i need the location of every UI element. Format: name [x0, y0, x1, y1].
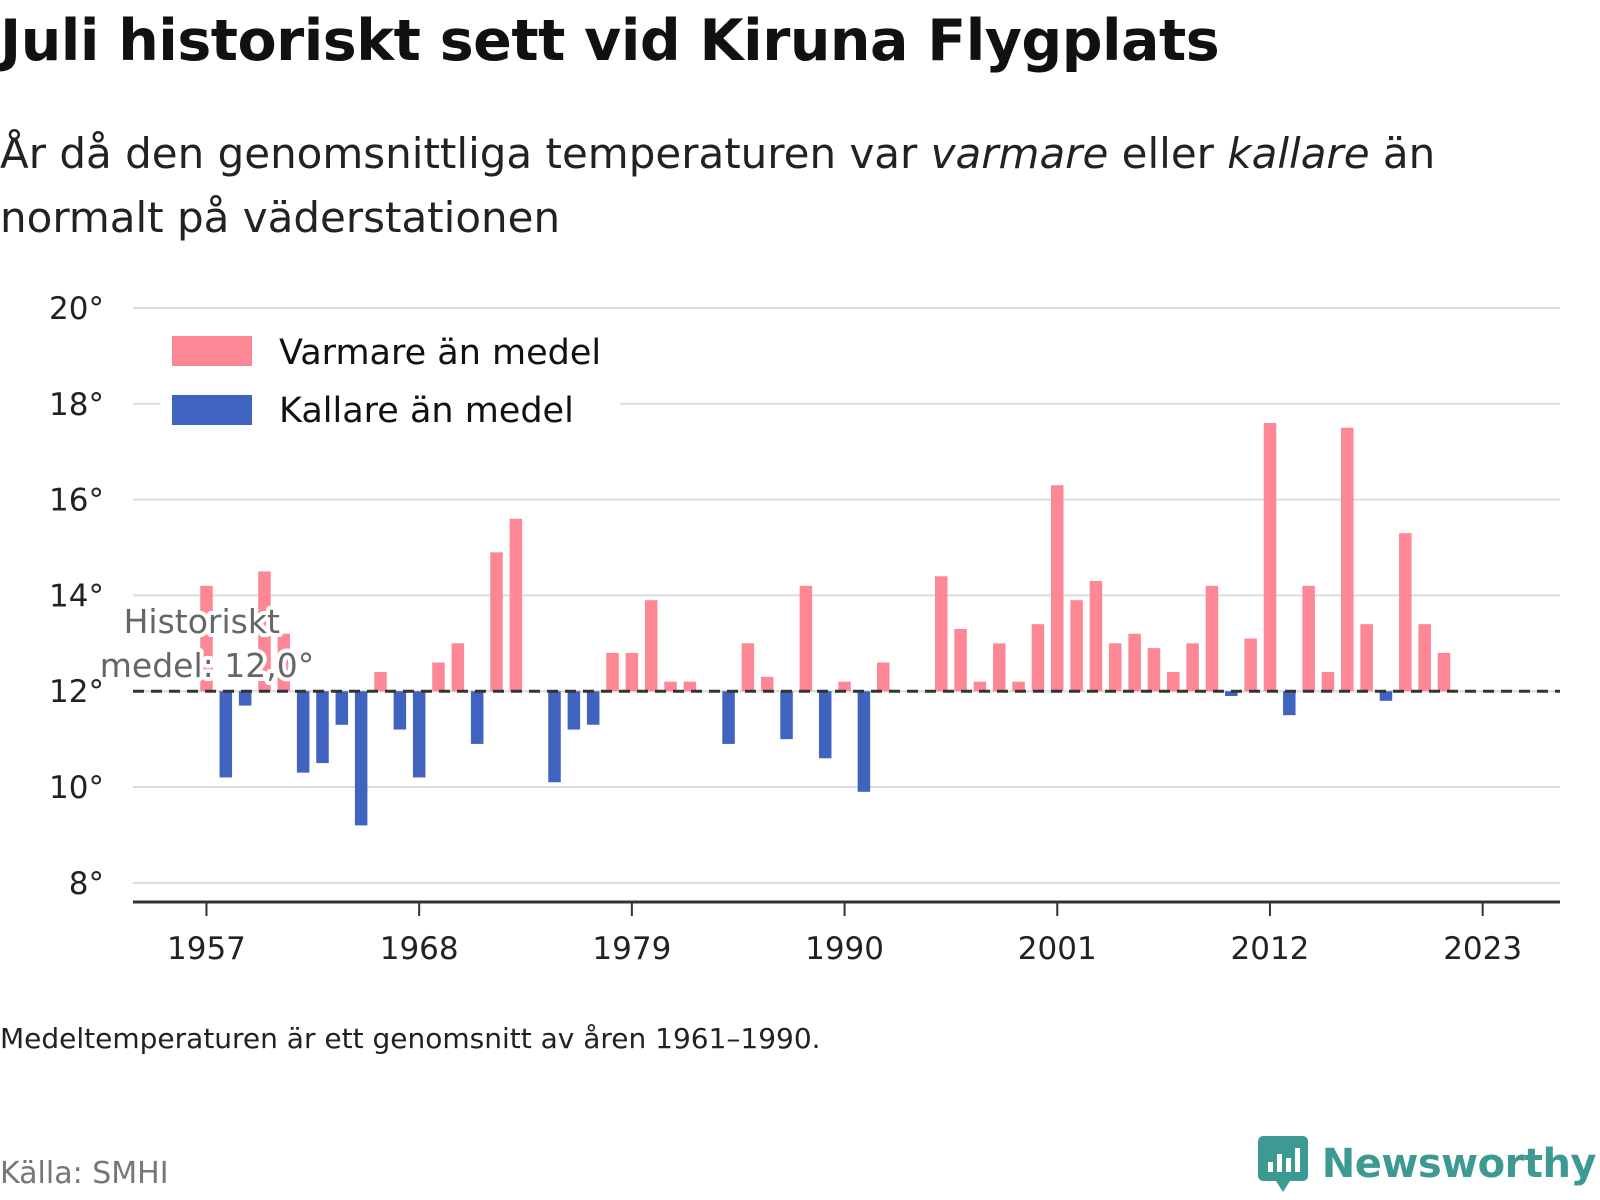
y-tick-label: 10° — [49, 770, 104, 806]
bar-1975 — [548, 691, 561, 783]
bar-1978 — [606, 652, 619, 692]
bar-1995 — [934, 576, 948, 692]
historical-average-label-line-2: medel: 12,0° — [100, 646, 314, 685]
y-tick-label: 8° — [69, 866, 104, 902]
bar-1988 — [799, 585, 813, 692]
bar-1976 — [567, 691, 581, 730]
x-tick-label: 2012 — [1231, 931, 1310, 967]
bar-1977 — [586, 691, 600, 725]
legend-swatch-warm — [172, 336, 252, 366]
bar-1996 — [954, 628, 967, 692]
bar-2010 — [1225, 691, 1238, 697]
bar-2003 — [1089, 581, 1103, 692]
subtitle-text-middle: eller — [1108, 129, 1228, 178]
bar-1985 — [741, 643, 755, 692]
x-tick-label: 2023 — [1443, 931, 1522, 967]
subtitle-text-after: än normalt på väderstationen — [0, 129, 1436, 242]
legend-label-warm: Varmare än medel — [279, 333, 601, 373]
bar-1966 — [374, 672, 387, 692]
newsworthy-chart-bubble-icon — [1257, 1136, 1308, 1192]
bar-2000 — [1031, 624, 1045, 692]
bar-2002 — [1070, 600, 1083, 692]
legend: Varmare än medel Kallare än medel — [160, 320, 620, 435]
bar-2005 — [1128, 633, 1141, 692]
bar-1991 — [857, 691, 871, 792]
bar-1992 — [876, 662, 890, 692]
bar-1957 — [200, 585, 213, 692]
x-tick-label: 1979 — [592, 931, 671, 967]
bar-2006 — [1147, 648, 1161, 692]
bar-1964 — [335, 691, 349, 725]
brand-name: Newsworthy — [1321, 1141, 1597, 1187]
x-tick-label: 1990 — [805, 931, 884, 967]
bar-2014 — [1302, 585, 1315, 692]
bar-2015 — [1321, 672, 1335, 692]
bar-2018 — [1379, 691, 1393, 701]
bar-1982 — [683, 681, 697, 692]
bar-1962 — [296, 691, 310, 773]
source-note: Källa: SMHI — [0, 1156, 169, 1191]
bar-1973 — [509, 518, 523, 692]
bar-1986 — [760, 676, 774, 692]
y-tick-label: 16° — [49, 483, 104, 519]
subtitle-warm-word: varmare — [930, 129, 1109, 178]
bar-1970 — [451, 643, 465, 692]
subtitle-cold-word: kallare — [1227, 129, 1370, 178]
bar-1979 — [625, 652, 639, 692]
x-axis-ticks: 1957 1968 1979 1990 2001 2012 2023 — [167, 902, 1522, 967]
y-tick-label: 20° — [49, 291, 104, 327]
bar-2009 — [1205, 585, 1219, 692]
bar-1960 — [258, 571, 271, 692]
bar-1958 — [219, 691, 233, 778]
footnote: Medeltemperaturen är ett genomsnitt av å… — [0, 1022, 821, 1055]
bar-chart: 8° 10° 12° 14° 16° 18° 20° Historiskt medel: 1… — [49, 291, 1560, 967]
bar-2019 — [1399, 533, 1412, 692]
bar-1961 — [277, 633, 291, 692]
historical-average-label-line-1: Historiskt — [124, 602, 280, 641]
bar-1981 — [664, 681, 677, 692]
bar-1980 — [644, 600, 658, 692]
y-axis-tick-labels: 8° 10° 12° 14° 16° 18° 20° — [49, 291, 104, 902]
x-tick-label: 2001 — [1018, 931, 1097, 967]
bar-2007 — [1167, 672, 1180, 692]
subtitle-text-before: År då den genomsnittliga temperaturen va… — [0, 129, 931, 178]
bar-1965 — [354, 691, 368, 826]
bar-2008 — [1186, 643, 1199, 692]
bar-1959 — [238, 691, 252, 706]
bar-1990 — [838, 681, 851, 692]
bar-2001 — [1051, 485, 1064, 692]
y-tick-label: 14° — [49, 578, 104, 614]
bar-1984 — [722, 691, 735, 744]
bar-2017 — [1360, 624, 1373, 692]
x-tick-label: 1957 — [167, 931, 246, 967]
x-tick-label: 1968 — [380, 931, 459, 967]
bar-2013 — [1283, 691, 1296, 716]
legend-label-cold: Kallare än medel — [279, 391, 574, 431]
bar-1972 — [490, 552, 503, 692]
bar-1969 — [432, 662, 445, 692]
bar-2011 — [1244, 638, 1257, 692]
chart-subtitle: År då den genomsnittliga temperaturen va… — [0, 122, 1540, 250]
bar-1967 — [393, 691, 407, 730]
bar-1997 — [973, 681, 987, 692]
bar-1963 — [316, 691, 329, 764]
bar-1987 — [780, 691, 793, 740]
bar-2004 — [1109, 643, 1122, 692]
bar-1968 — [412, 691, 426, 778]
bar-1989 — [818, 691, 832, 759]
legend-swatch-cold — [172, 395, 252, 425]
y-tick-label: 12° — [49, 674, 104, 710]
chart-title: Juli historiskt sett vid Kiruna Flygplat… — [0, 8, 1220, 74]
bar-1971 — [470, 691, 484, 744]
newsworthy-logo[interactable]: Newsworthy — [1257, 1136, 1597, 1192]
bar-2021 — [1437, 652, 1451, 692]
bar-1998 — [993, 643, 1006, 692]
y-tick-label: 18° — [49, 387, 104, 423]
bar-2012 — [1263, 422, 1277, 692]
historical-average-label: Historiskt medel: 12,0° — [100, 602, 314, 685]
bars — [200, 422, 1451, 826]
bar-1999 — [1012, 681, 1025, 692]
bar-2020 — [1418, 624, 1431, 692]
bar-2016 — [1341, 427, 1354, 692]
